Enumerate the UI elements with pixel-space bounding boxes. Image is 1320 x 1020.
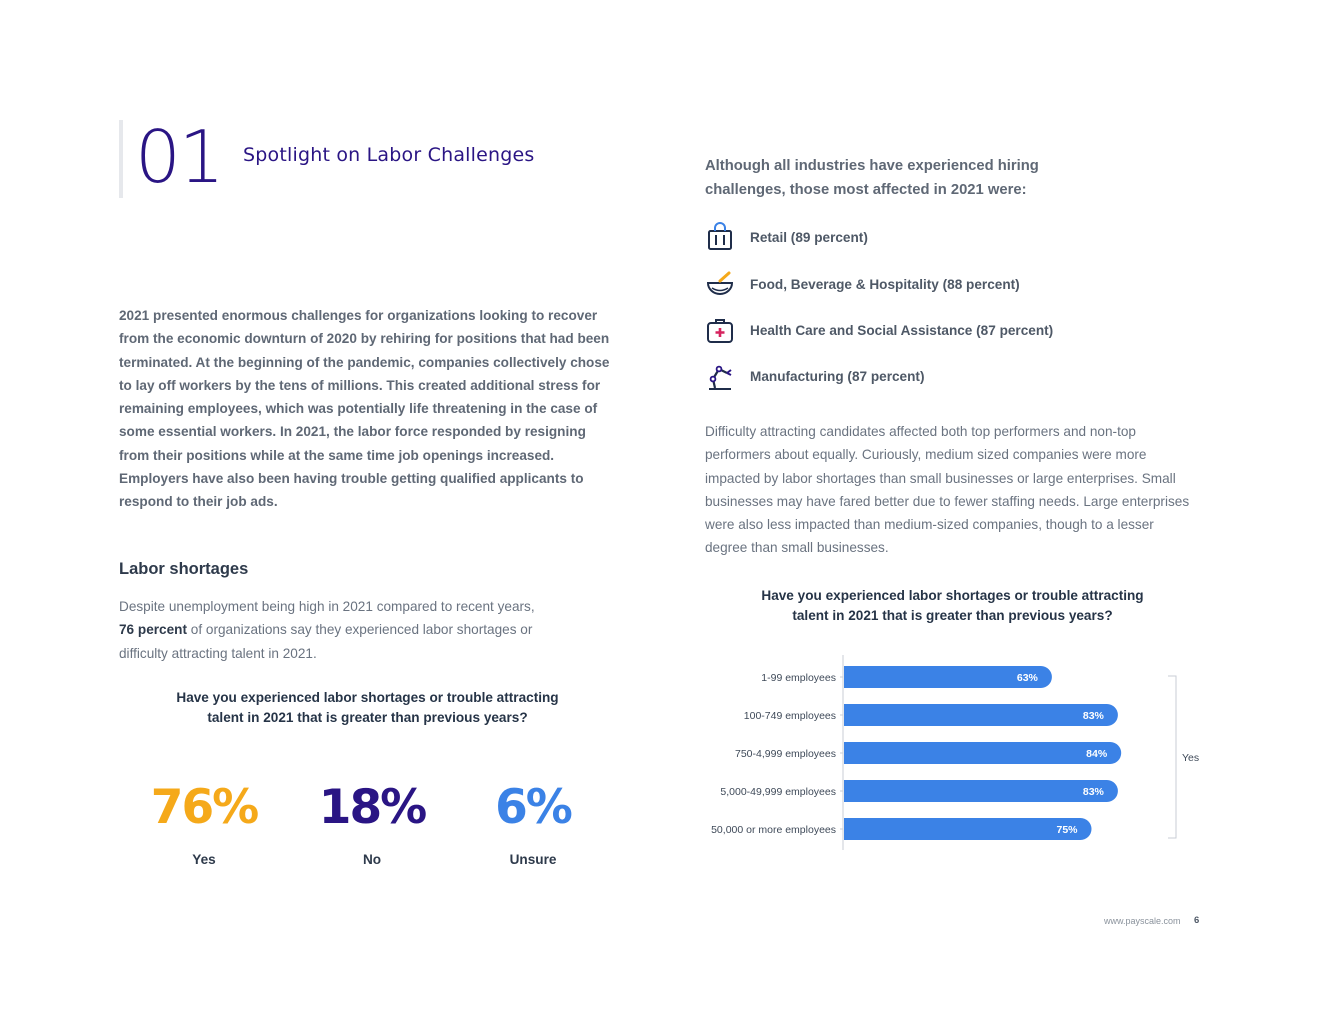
bar-value-label: 84%: [1086, 748, 1108, 760]
stat-yes-label: Yes: [192, 852, 216, 867]
bar-value-label: 83%: [1083, 710, 1105, 722]
footer-url: www.payscale.com: [1104, 916, 1181, 926]
category-label: 5,000-49,999 employees: [720, 786, 836, 798]
robotic-arm-icon: [709, 365, 732, 390]
category-label: 750-4,999 employees: [735, 748, 836, 760]
labor-shortages-heading: Labor shortages: [119, 560, 249, 578]
section-divider-bar: [119, 120, 123, 198]
stat-no-value: 18%: [318, 780, 428, 835]
bar: [844, 818, 1092, 840]
stat-unsure-value: 6%: [495, 780, 573, 835]
stat-unsure-label: Unsure: [509, 852, 557, 867]
page-number: 6: [1194, 915, 1200, 926]
bar-value-label: 83%: [1083, 786, 1105, 798]
industry-label-health: Health Care and Social Assistance (87 pe…: [750, 322, 1054, 338]
stat-yes: 76% Yes: [124, 780, 284, 867]
bracket-label: Yes: [1182, 752, 1199, 764]
employee-size-bar-chart: 1-99 employees 63% 100-749 employees 83% 750…: [711, 655, 1199, 850]
bar-value-label: 63%: [1017, 672, 1039, 684]
size-analysis-paragraph: Difficulty attracting candidates affecte…: [705, 424, 1190, 556]
industry-label-retail: Retail (89 percent): [750, 229, 868, 245]
section-number: 01: [135, 115, 225, 199]
industry-item-manufacturing: Manufacturing (87 percent): [705, 359, 924, 393]
industry-item-food: Food, Beverage & Hospitality (88 percent…: [705, 267, 1020, 301]
food-bowl-icon: [706, 271, 734, 295]
shopping-bag-icon: [708, 222, 732, 250]
survey-question-right: Have you experienced labor shortages or …: [761, 588, 1144, 623]
stat-no: 18% No: [292, 780, 452, 867]
bar-value-label: 75%: [1056, 824, 1078, 836]
section-title: Spotlight on Labor Challenges: [243, 144, 535, 166]
category-label: 100-749 employees: [744, 710, 836, 722]
yes-bracket: [1168, 675, 1177, 839]
category-label: 1-99 employees: [761, 672, 836, 684]
labor-shortages-paragraph: Despite unemployment being high in 2021 …: [119, 599, 535, 661]
stat-yes-value: 76%: [150, 780, 260, 835]
category-label: 50,000 or more employees: [711, 824, 836, 836]
industry-label-manufacturing: Manufacturing (87 percent): [750, 368, 925, 384]
stat-no-label: No: [362, 852, 382, 867]
industry-item-retail: Retail (89 percent): [705, 220, 868, 254]
industries-lead-text: Although all industries have experienced…: [705, 158, 1039, 198]
bar: [844, 666, 1052, 688]
intro-paragraph: 2021 presented enormous challenges for o…: [119, 308, 610, 510]
survey-question-left: Have you experienced labor shortages or …: [176, 690, 559, 725]
bar: [844, 704, 1118, 726]
bar: [844, 742, 1122, 764]
bar: [844, 780, 1118, 802]
industry-item-health: Health Care and Social Assistance (87 pe…: [705, 313, 1053, 347]
medical-kit-icon: [707, 319, 733, 343]
stat-unsure: 6% Unsure: [453, 780, 613, 867]
industry-label-food: Food, Beverage & Hospitality (88 percent…: [750, 276, 1020, 292]
